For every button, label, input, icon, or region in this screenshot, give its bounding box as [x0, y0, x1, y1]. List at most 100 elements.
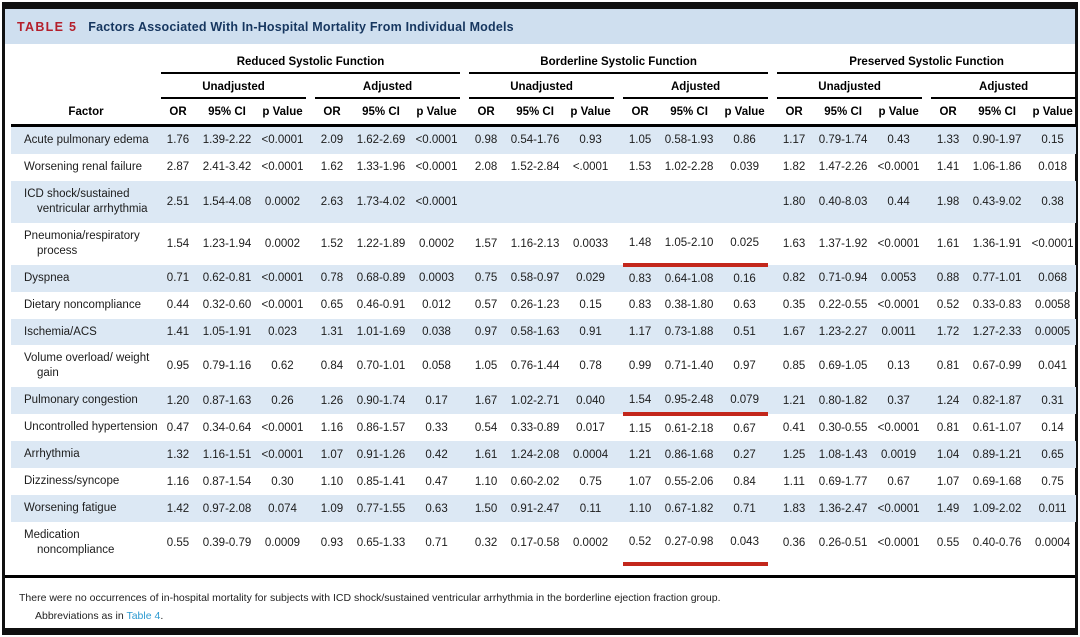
gap-cell	[768, 223, 777, 265]
value-cell: <0.0001	[877, 421, 920, 434]
value-cell: 1.47-2.26	[818, 161, 868, 174]
empty-header-cell	[11, 44, 161, 73]
value-cell: 0.023	[259, 318, 306, 346]
value-cell: 0.30-0.55	[818, 421, 868, 434]
value-cell: 1.17	[623, 318, 658, 346]
factor-cell: Pulmonary congestion	[11, 387, 161, 415]
value-cell: 1.07	[936, 475, 960, 488]
gap-cell	[922, 73, 931, 98]
value-cell: 2.41-3.42	[202, 161, 252, 174]
value-cell: 0.93	[567, 125, 615, 154]
value-cell: 0.71	[721, 495, 769, 522]
value-cell: 0.22-0.55	[818, 299, 868, 312]
value-cell: 0.38-1.80	[664, 299, 714, 312]
table-row: Worsening fatigue 1.42 0.97-2.08 0.074 1.09…	[11, 495, 1077, 522]
value-cell: 1.10	[320, 475, 344, 488]
value-cell: 1.05	[474, 360, 498, 373]
pvalue-header: p Value	[721, 98, 769, 127]
value-cell: 0.80-1.82	[811, 387, 876, 415]
gap-cell	[460, 154, 469, 181]
value-cell: 0.46-0.91	[356, 299, 406, 312]
value-cell: 1.54-4.08	[195, 180, 259, 223]
gap-cell	[922, 223, 931, 265]
value-cell: 0.77-1.55	[349, 495, 413, 522]
value-cell: 0.61-2.18	[664, 422, 714, 435]
value-cell: 0.67	[887, 475, 910, 488]
table-row: Dyspnea 0.71 0.62-0.81 <0.0001 0.78 0.68-0.8…	[11, 264, 1077, 292]
gap-cell	[306, 292, 315, 319]
value-cell: 0.97-2.08	[195, 495, 259, 522]
gap-cell	[460, 441, 470, 469]
value-cell: 1.42	[161, 495, 195, 522]
value-cell: 0.011	[1029, 495, 1077, 522]
value-cell: <0.0001	[261, 161, 304, 174]
table-4-link[interactable]: Table 4	[126, 609, 161, 622]
value-cell: 0.041	[1038, 360, 1067, 373]
value-cell: 1.83	[777, 495, 812, 522]
value-cell: 0.025	[721, 222, 769, 267]
gap-cell	[460, 292, 469, 319]
gap-cell	[460, 125, 470, 154]
value-cell: 0.62	[271, 360, 294, 373]
gap-cell	[460, 98, 470, 127]
table-row: Dizziness/syncope 1.16 0.87-1.54 0.30 1.10 0…	[11, 468, 1076, 495]
value-cell: 0.17	[413, 387, 461, 415]
value-cell: 0.79-1.16	[202, 360, 252, 373]
value-cell: <0.0001	[1031, 237, 1074, 250]
value-cell: 1.20	[161, 387, 195, 415]
subgroup-header-row: Unadjusted Adjusted Unadjusted Adjusted …	[11, 73, 1077, 99]
value-cell: 1.02-2.71	[503, 387, 568, 415]
empty-header-cell	[11, 73, 161, 98]
group-header-borderline: Borderline Systolic Function	[469, 44, 769, 74]
or-header: OR	[623, 98, 658, 127]
gap-cell	[768, 522, 777, 564]
value-cell: 1.09-2.02	[965, 495, 1030, 522]
gap-cell	[768, 264, 778, 292]
subheader-borderline-adjusted: Adjusted	[623, 73, 769, 99]
gap-cell	[460, 180, 470, 223]
value-cell: 0.33-0.83	[972, 299, 1022, 312]
gap-cell	[460, 73, 469, 98]
value-cell: 0.41	[782, 421, 806, 434]
value-cell: 1.05-2.10	[657, 222, 722, 267]
value-cell: 1.01-1.69	[349, 318, 413, 346]
gap-cell	[614, 522, 623, 564]
value-cell: 0.0003	[413, 264, 461, 292]
value-cell: 1.67	[777, 318, 812, 346]
gap-cell	[768, 154, 777, 181]
abbreviations-note: Abbreviations as in Table 4.	[35, 610, 1061, 622]
value-cell: 0.017	[576, 421, 605, 434]
value-cell: 0.11	[567, 495, 615, 522]
value-cell: 1.57	[474, 237, 498, 250]
value-cell: 1.54	[166, 237, 190, 250]
value-cell: 0.68-0.89	[349, 264, 413, 292]
value-cell: <0.0001	[413, 180, 461, 223]
value-cell: 0.074	[259, 495, 306, 522]
value-cell: 0.81	[936, 421, 960, 434]
table-title: Factors Associated With In-Hospital Mort…	[88, 20, 514, 34]
value-cell: 1.50	[469, 495, 504, 522]
gap-cell	[460, 387, 470, 415]
gap-cell	[614, 73, 623, 98]
value-cell: 0.88	[931, 264, 966, 292]
gap-cell	[306, 468, 315, 495]
value-cell: 0.60-2.02	[510, 475, 560, 488]
value-cell: 1.31	[315, 318, 349, 346]
value-cell: 0.78	[315, 264, 349, 292]
ci-header: 95% CI	[965, 98, 1030, 127]
value-cell: 1.26	[315, 387, 349, 415]
value-cell: 0.69-1.05	[818, 360, 868, 373]
value-cell: 1.36-2.47	[811, 495, 876, 522]
value-cell: 1.10	[623, 495, 658, 522]
value-cell: 0.043	[721, 522, 769, 566]
gap-cell	[614, 223, 623, 265]
value-cell: 0.15	[1029, 125, 1077, 154]
subheader-reduced-adjusted: Adjusted	[315, 73, 461, 99]
value-cell: 0.35	[782, 299, 806, 312]
value-cell: 0.58-1.93	[657, 125, 722, 154]
value-cell: 0.44	[875, 180, 923, 223]
value-cell: 1.80	[777, 180, 812, 223]
value-cell: 1.16-2.13	[510, 237, 560, 250]
gap-cell	[306, 264, 315, 292]
gap-cell	[768, 180, 778, 223]
